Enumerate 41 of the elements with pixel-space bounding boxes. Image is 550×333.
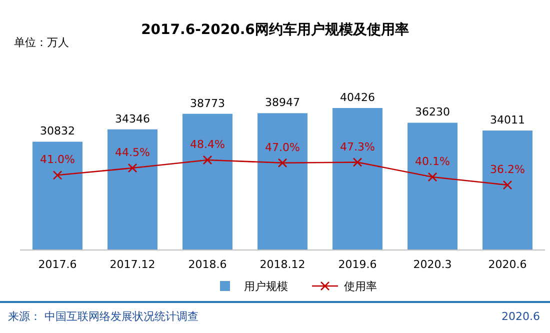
x-tick-label: 2018.12 bbox=[260, 258, 306, 271]
bar bbox=[182, 114, 232, 250]
point bbox=[52, 170, 62, 180]
data-label: 36.2% bbox=[490, 163, 525, 176]
data-label: 38773 bbox=[190, 96, 225, 110]
point bbox=[128, 163, 138, 173]
bar bbox=[482, 130, 532, 250]
data-label: 34011 bbox=[490, 114, 525, 127]
text: 单位：万人 bbox=[14, 36, 69, 49]
bar bbox=[332, 108, 382, 250]
legend-label: 使用率 bbox=[344, 280, 377, 293]
x-tick-label: 2019.6 bbox=[338, 258, 377, 271]
bar bbox=[32, 142, 82, 250]
source-note: 来源： 中国互联网络发展状况统计调查 bbox=[8, 310, 198, 323]
text: 2020.6 bbox=[502, 310, 540, 323]
point bbox=[428, 172, 438, 182]
data-label: 48.4% bbox=[190, 138, 225, 151]
bar bbox=[258, 113, 308, 250]
legend-label: 用户规模 bbox=[244, 280, 288, 293]
point bbox=[352, 158, 362, 167]
chart-title: 2017.6-2020.6网约车用户规模及使用率 bbox=[141, 21, 409, 38]
data-label: 36230 bbox=[415, 106, 450, 119]
bar bbox=[408, 122, 458, 250]
data-label: 47.0% bbox=[265, 140, 300, 154]
x-tick-label: 2020.3 bbox=[413, 258, 452, 271]
data-label: 44.5% bbox=[115, 146, 150, 159]
x-tick-label: 2017.6 bbox=[38, 258, 77, 271]
point bbox=[278, 158, 288, 168]
data-label: 38947 bbox=[265, 96, 300, 110]
data-label: 41.0% bbox=[40, 153, 75, 166]
data-label: 40426 bbox=[340, 91, 375, 104]
data-label: 47.3% bbox=[340, 140, 375, 154]
x-tick-label: 2020.6 bbox=[488, 258, 527, 271]
point bbox=[202, 155, 212, 165]
data-label: 40.1% bbox=[415, 155, 450, 168]
data-label: 34346 bbox=[115, 112, 150, 126]
bar bbox=[108, 129, 158, 250]
point bbox=[502, 180, 512, 190]
x-tick-label: 2018.6 bbox=[188, 258, 227, 271]
data-label: 30832 bbox=[40, 124, 75, 138]
x-tick-label: 2017.12 bbox=[110, 258, 156, 271]
